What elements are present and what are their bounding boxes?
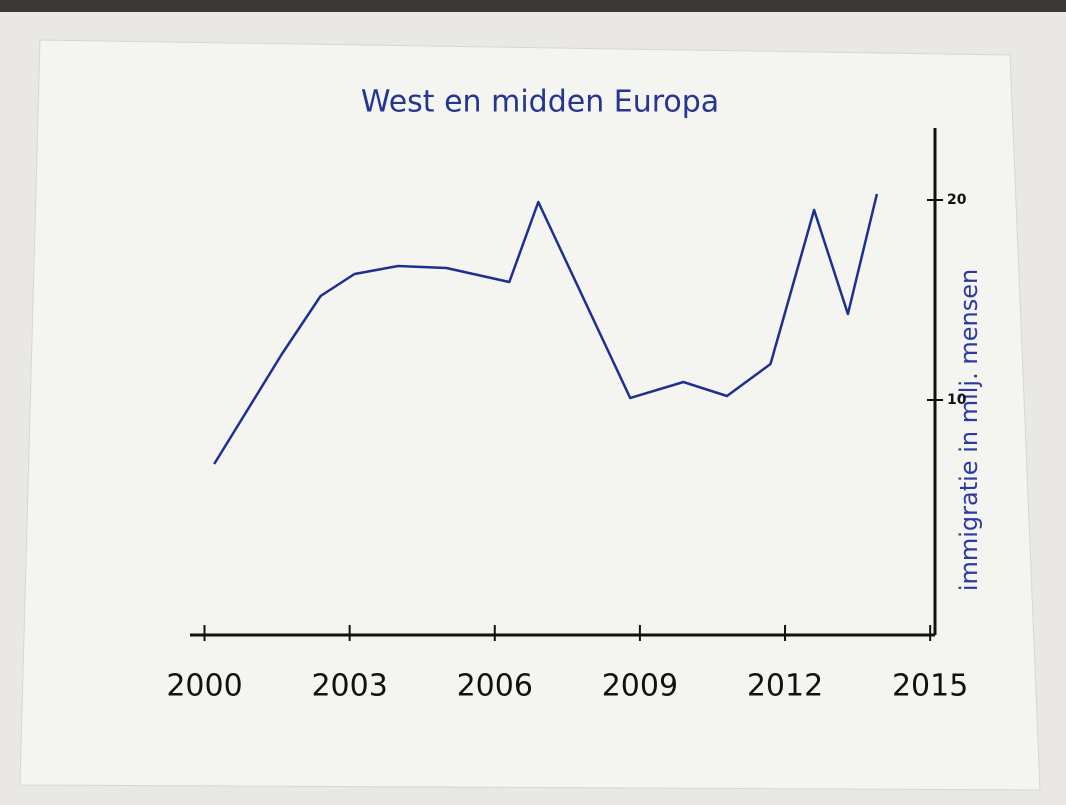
- x-tick-label: 2012: [747, 669, 823, 704]
- y-axis-label: immigratie in milj. mensen: [955, 269, 983, 591]
- x-tick-label: 2006: [457, 669, 533, 704]
- x-tick-label: 2003: [311, 669, 387, 704]
- x-tick-label: 2000: [166, 669, 242, 704]
- x-tick-label: 2009: [602, 669, 678, 704]
- y-tick-label: 20: [947, 192, 967, 208]
- paper-sheet: [19, 39, 1041, 791]
- y-tick-label: 10: [947, 392, 967, 408]
- chart-title: West en midden Europa: [361, 85, 719, 120]
- x-tick-label: 2015: [892, 669, 968, 704]
- data-line: [213, 193, 879, 465]
